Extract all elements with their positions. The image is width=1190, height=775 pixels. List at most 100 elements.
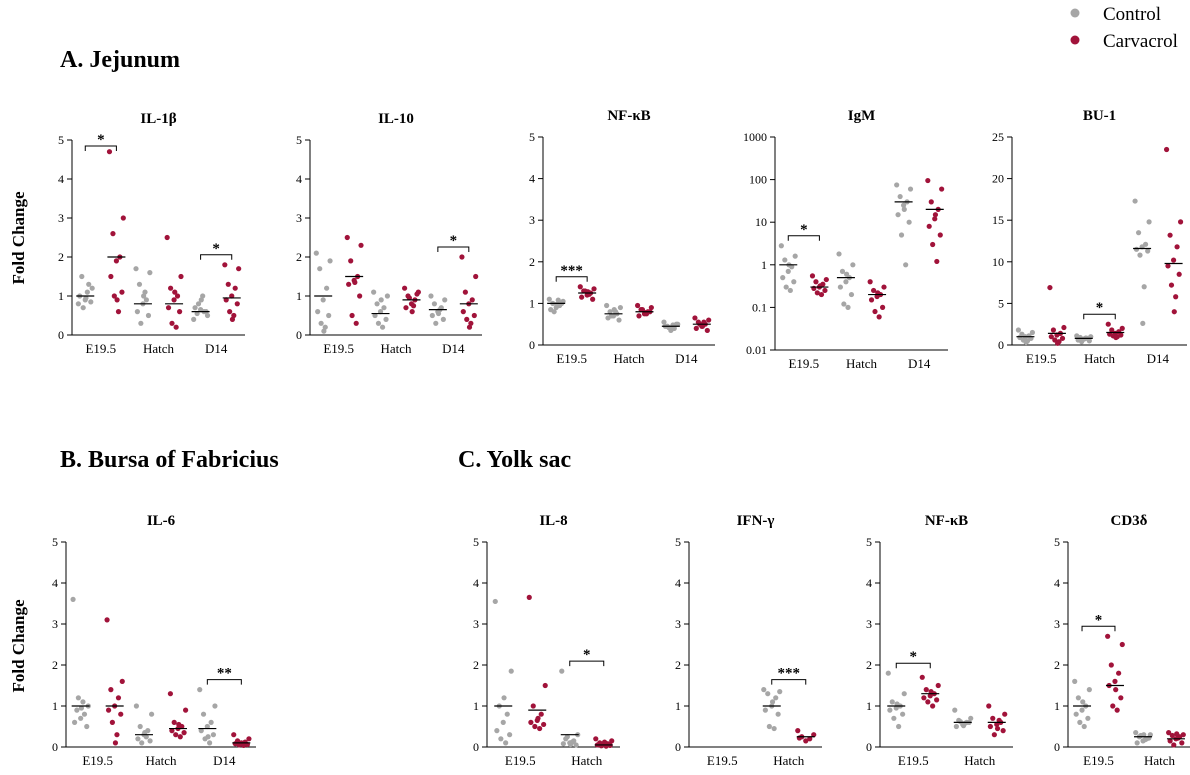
data-point <box>1165 263 1171 269</box>
data-point <box>850 262 856 268</box>
data-point <box>635 302 641 309</box>
data-point <box>1176 271 1182 277</box>
data-point <box>409 309 415 315</box>
section-title-c: C. Yolk sac <box>458 447 571 473</box>
panel-title: IL-10 <box>378 111 414 127</box>
data-point <box>379 324 386 330</box>
data-point <box>937 232 943 238</box>
data-point <box>147 270 153 276</box>
data-point <box>765 691 771 697</box>
data-point <box>1171 309 1177 315</box>
y-tick-label: 2 <box>529 255 535 269</box>
data-point <box>604 302 610 309</box>
data-point <box>923 687 929 693</box>
data-point <box>1059 335 1066 341</box>
data-point <box>611 307 617 313</box>
data-point <box>560 741 566 747</box>
data-point <box>1141 284 1147 290</box>
data-point <box>577 284 583 290</box>
x-tick-label: D14 <box>213 753 236 768</box>
data-point <box>494 728 500 734</box>
data-point <box>546 296 552 302</box>
data-point <box>352 279 358 285</box>
data-point <box>324 285 330 291</box>
data-point <box>607 309 613 315</box>
x-tick-label: D14 <box>908 356 931 371</box>
y-tick-label: 0 <box>473 740 479 754</box>
significance-bracket <box>771 679 807 685</box>
data-point <box>541 721 547 728</box>
data-point <box>837 284 843 290</box>
y-tick-label: 5 <box>675 535 681 549</box>
y-tick-label: 20 <box>992 172 1004 186</box>
section-title-a: A. Jejunum <box>60 47 180 73</box>
data-point <box>198 297 204 303</box>
data-point <box>777 689 783 695</box>
y-tick-label: 5 <box>866 535 872 549</box>
data-point <box>207 740 213 746</box>
data-point <box>616 317 622 323</box>
data-point <box>778 243 784 249</box>
data-point <box>229 316 236 322</box>
data-point <box>968 715 974 721</box>
data-point <box>174 293 181 299</box>
data-point <box>358 242 364 248</box>
data-point <box>143 297 149 303</box>
data-point <box>901 206 907 212</box>
data-point <box>564 734 570 740</box>
data-point <box>503 740 509 746</box>
data-point <box>139 740 145 746</box>
significance-bracket <box>206 679 242 685</box>
panel-title: IL-6 <box>147 513 176 529</box>
y-tick-label: 3 <box>529 213 535 227</box>
data-point <box>921 695 927 701</box>
x-tick-label: E19.5 <box>788 356 819 371</box>
data-point <box>1077 719 1083 726</box>
data-point <box>932 212 939 218</box>
data-point <box>371 289 377 295</box>
data-point <box>469 297 475 303</box>
data-point <box>234 301 240 307</box>
data-point <box>555 297 561 303</box>
data-point <box>225 281 231 287</box>
data-point <box>137 723 143 730</box>
y-tick-label: 2 <box>58 250 64 264</box>
data-point <box>410 303 417 309</box>
y-tick-label: 3 <box>296 211 302 225</box>
y-tick-label: 0 <box>58 328 64 342</box>
data-point <box>538 711 544 717</box>
y-tick-label: 3 <box>58 211 64 225</box>
panel-title: IFN-γ <box>737 513 775 529</box>
data-point <box>795 728 801 734</box>
data-point <box>1166 730 1172 736</box>
data-point <box>80 305 86 311</box>
data-point <box>935 682 941 689</box>
data-point <box>841 301 847 307</box>
data-point <box>1170 257 1177 263</box>
data-point <box>811 732 817 738</box>
x-tick-label: D14 <box>205 341 228 356</box>
data-point <box>823 276 829 283</box>
data-point <box>1135 230 1142 236</box>
data-point <box>172 289 178 295</box>
y-tick-label: 1 <box>473 699 479 713</box>
panel-title: IL-8 <box>539 513 567 529</box>
row-ylabel-top: Fold Change <box>9 191 28 284</box>
y-tick-label: 5 <box>58 133 64 147</box>
y-tick-label: 2 <box>473 658 479 672</box>
data-point <box>106 149 113 155</box>
data-point <box>231 312 237 319</box>
data-point <box>120 215 126 221</box>
data-point <box>178 273 184 280</box>
data-point <box>108 687 114 693</box>
data-point <box>353 320 359 326</box>
data-point <box>110 231 116 237</box>
y-tick-label: 3 <box>866 617 872 631</box>
data-point <box>414 291 420 297</box>
data-point <box>142 289 148 295</box>
legend: Control Carvacrol <box>1070 4 1178 52</box>
data-point <box>136 281 143 287</box>
data-point <box>1105 321 1111 327</box>
data-point <box>198 728 204 734</box>
significance-label: *** <box>560 263 583 279</box>
